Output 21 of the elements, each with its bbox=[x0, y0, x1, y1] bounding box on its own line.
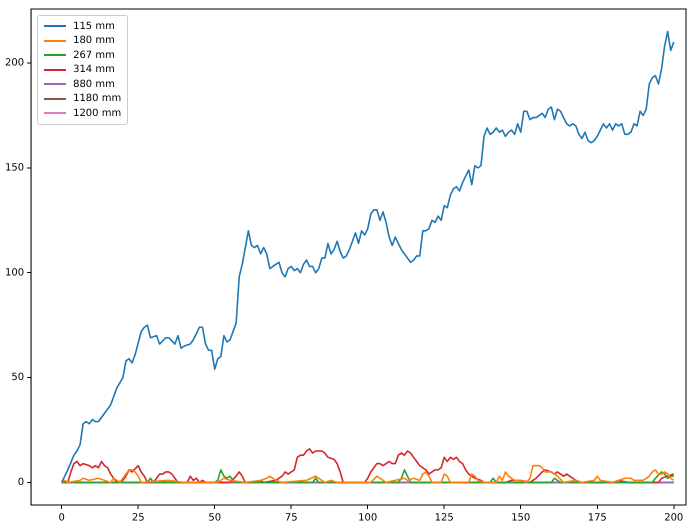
legend-label: 1180 mm bbox=[73, 93, 122, 104]
legend-label: 180 mm bbox=[73, 35, 115, 46]
x-tick-label: 75 bbox=[284, 512, 298, 524]
x-tick-label: 0 bbox=[58, 512, 65, 524]
x-tick-label: 175 bbox=[588, 512, 607, 524]
y-tick-label: 150 bbox=[4, 162, 24, 174]
x-tick-label: 125 bbox=[434, 512, 454, 524]
x-tick-label: 25 bbox=[132, 512, 145, 524]
x-tick-label: 200 bbox=[664, 512, 684, 524]
y-tick-label: 50 bbox=[11, 372, 24, 384]
legend-label: 115 mm bbox=[73, 20, 115, 32]
x-tick-label: 100 bbox=[358, 512, 378, 524]
legend-label: 1200 mm bbox=[73, 108, 122, 119]
x-tick-label: 150 bbox=[511, 512, 530, 524]
x-tick-label: 50 bbox=[208, 512, 222, 524]
y-tick-label: 200 bbox=[4, 58, 24, 69]
legend-label: 314 mm bbox=[73, 64, 115, 76]
legend-label: 880 mm bbox=[73, 78, 115, 90]
y-tick-label: 0 bbox=[18, 477, 24, 488]
y-tick-label: 100 bbox=[4, 267, 24, 278]
legend-label: 267 mm bbox=[73, 50, 115, 61]
